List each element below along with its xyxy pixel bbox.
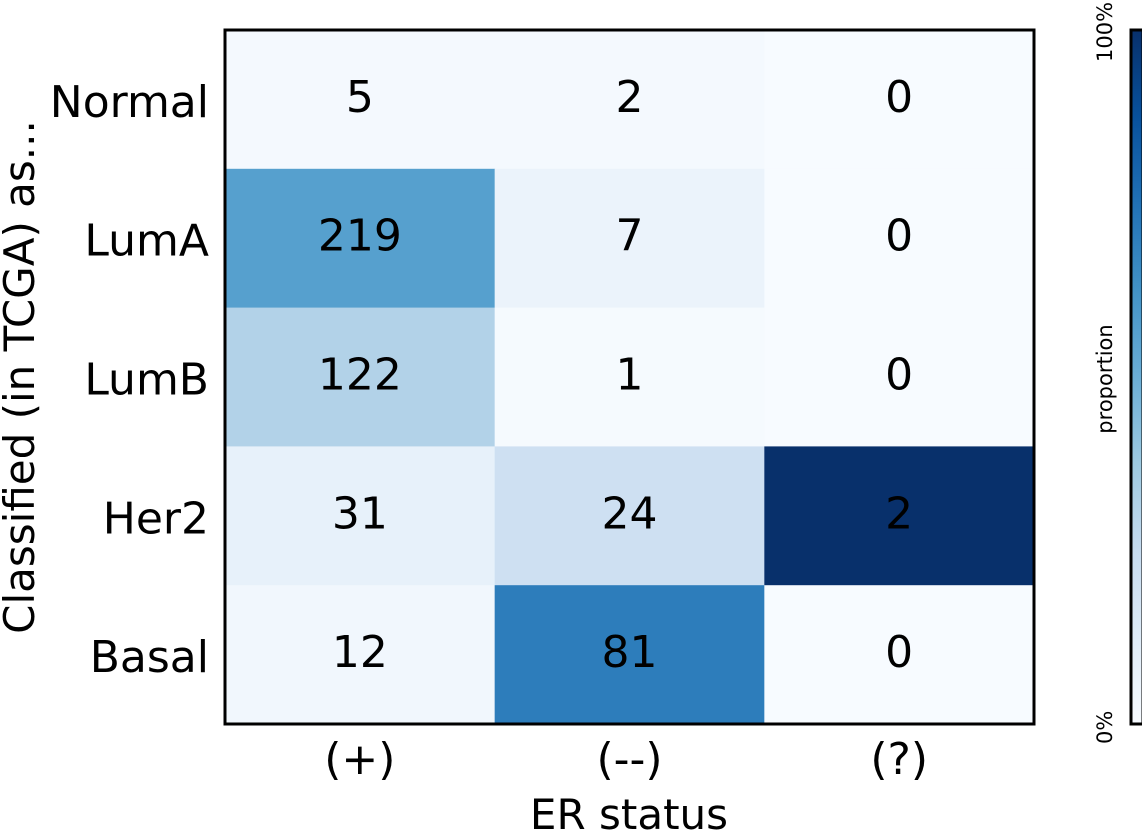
colorbar-title: proportion (1093, 324, 1117, 433)
cell-value-label: 81 (602, 627, 658, 678)
cell-value-label: 122 (318, 350, 402, 401)
heatmap-cell (494, 30, 765, 170)
y-axis-title: Classified (in TCGA) as... (0, 120, 44, 634)
heatmap-cell (225, 30, 496, 170)
cell-value-label: 2 (885, 488, 913, 539)
y-tick-label: Normal (50, 77, 209, 128)
heatmap-cells (225, 30, 1035, 725)
heatmap-cell (225, 307, 496, 447)
x-tick-label: (?) (870, 734, 928, 785)
heatmap-cell (494, 446, 765, 586)
cell-value-label: 0 (885, 211, 913, 262)
cell-value-label: 0 (885, 350, 913, 401)
cell-value-labels: 5 2 0 219 7 0 122 1 0 31 24 2 12 81 0 (318, 72, 913, 678)
cell-value-label: 12 (332, 627, 388, 678)
cell-value-label: 5 (346, 72, 374, 123)
y-tick-labels: Normal LumA LumB Her2 Basal (50, 77, 209, 683)
cell-value-label: 2 (616, 72, 644, 123)
colorbar-min-label: 0% (1093, 711, 1117, 744)
y-tick-label: LumA (84, 216, 209, 267)
x-tick-label: (+) (324, 734, 395, 785)
heatmap-cell (225, 585, 496, 725)
cell-value-label: 1 (616, 350, 644, 401)
y-tick-label: LumB (84, 355, 209, 406)
y-tick-label: Basal (90, 632, 209, 683)
cell-value-label: 0 (885, 627, 913, 678)
x-tick-labels: (+) (--) (?) (324, 734, 928, 785)
heatmap-cell (225, 168, 496, 309)
cell-value-label: 24 (602, 488, 658, 539)
heatmap-cell (764, 30, 1035, 170)
heatmap-cell (225, 446, 496, 586)
heatmap-cell (494, 168, 765, 309)
heatmap-cell (764, 307, 1035, 447)
colorbar (1129, 28, 1142, 726)
y-tick-label: Her2 (103, 493, 209, 544)
cell-value-label: 0 (885, 72, 913, 123)
heatmap-cell (764, 446, 1035, 586)
cell-value-label: 7 (616, 211, 644, 262)
cell-value-label: 219 (318, 211, 402, 262)
heatmap-cell (764, 585, 1035, 725)
colorbar-max-label: 100% (1093, 2, 1117, 62)
x-axis-title: ER status (530, 790, 728, 839)
x-tick-label: (--) (596, 734, 662, 785)
heatmap-cell (764, 168, 1035, 309)
plot-frame (223, 28, 1036, 726)
heatmap-cell (494, 585, 765, 725)
cell-value-label: 31 (332, 488, 388, 539)
heatmap-cell (494, 307, 765, 447)
